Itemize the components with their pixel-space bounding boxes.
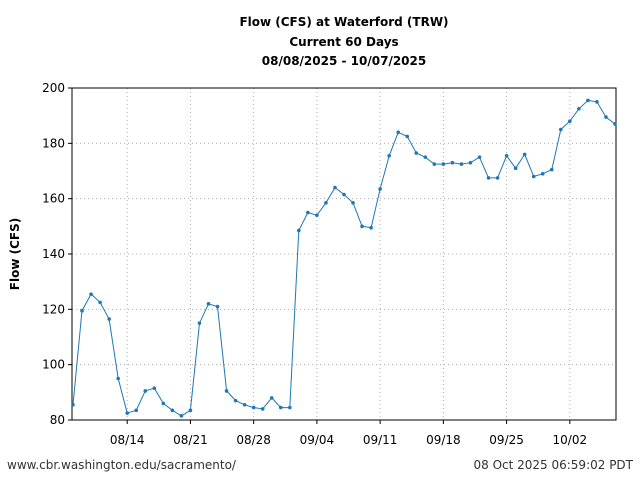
- y-axis: 80 100 120 140 160 180 200: [42, 81, 72, 427]
- data-point: [387, 153, 391, 158]
- y-tick-label: 120: [42, 302, 65, 316]
- y-tick-label: 200: [42, 81, 65, 95]
- data-point: [432, 162, 437, 166]
- data-point: [414, 151, 419, 155]
- data-point: [89, 292, 93, 296]
- data-point: [161, 401, 166, 406]
- x-tick-label: 08/14: [110, 433, 145, 447]
- data-point: [396, 130, 401, 135]
- data-point: [342, 192, 346, 197]
- data-point: [197, 321, 202, 325]
- x-tick-label: 08/21: [173, 433, 208, 447]
- data-point: [134, 408, 139, 413]
- data-point: [80, 308, 84, 313]
- data-point: [278, 405, 283, 410]
- data-point: [224, 389, 229, 393]
- chart-grid: [72, 87, 616, 421]
- x-axis: 08/14 08/21 08/28 09/04 09/11 09/18 09/25 10/02: [110, 420, 587, 447]
- series-flow: [71, 98, 617, 418]
- data-point: [260, 407, 265, 411]
- data-point: [586, 98, 590, 103]
- data-point: [531, 174, 536, 179]
- data-point: [297, 228, 301, 233]
- data-point: [116, 376, 120, 381]
- data-point: [477, 155, 482, 159]
- data-point: [559, 127, 563, 132]
- data-point: [269, 396, 274, 400]
- data-point: [595, 100, 599, 104]
- data-point: [315, 213, 319, 218]
- data-point: [459, 162, 464, 166]
- data-point: [333, 185, 337, 190]
- x-tick-label: 09/25: [489, 433, 524, 447]
- data-point: [568, 119, 572, 123]
- data-point: [152, 386, 157, 390]
- data-point: [441, 162, 446, 166]
- chart-subtitle: Current 60 Days: [289, 35, 399, 49]
- data-point: [71, 402, 75, 407]
- data-point: [324, 201, 328, 205]
- y-tick-label: 80: [50, 413, 65, 427]
- data-point: [504, 153, 509, 158]
- data-point: [351, 201, 355, 205]
- data-point: [98, 300, 102, 305]
- source-url[interactable]: www.cbr.washington.edu/sacramento/: [7, 458, 236, 472]
- data-point: [251, 405, 256, 410]
- data-point: [288, 405, 292, 410]
- data-point: [306, 210, 310, 215]
- x-tick-label: 09/18: [426, 433, 461, 447]
- data-point: [549, 167, 554, 172]
- data-point: [369, 225, 373, 230]
- data-point: [125, 411, 129, 415]
- y-tick-label: 100: [42, 358, 65, 372]
- chart-title: Flow (CFS) at Waterford (TRW): [239, 15, 449, 29]
- data-point: [170, 408, 175, 413]
- data-point: [405, 134, 410, 139]
- data-point: [495, 176, 500, 180]
- data-point: [540, 171, 545, 176]
- y-tick-label: 140: [42, 247, 65, 261]
- x-tick-label: 08/28: [236, 433, 271, 447]
- data-point: [233, 398, 238, 403]
- data-point: [604, 115, 608, 119]
- data-point: [577, 106, 581, 111]
- data-point: [360, 224, 364, 229]
- data-point: [179, 414, 184, 418]
- x-tick-label: 09/04: [300, 433, 335, 447]
- data-point: [215, 304, 220, 309]
- series-line: [72, 99, 616, 417]
- timestamp: 08 Oct 2025 06:59:02 PDT: [473, 458, 633, 472]
- data-point: [143, 389, 148, 393]
- data-point: [522, 152, 527, 157]
- data-point: [423, 155, 428, 159]
- data-point: [206, 302, 211, 306]
- x-tick-label: 10/02: [553, 433, 588, 447]
- y-axis-label: Flow (CFS): [8, 218, 22, 290]
- data-point: [450, 160, 455, 165]
- data-point: [378, 187, 382, 191]
- data-point: [486, 176, 491, 180]
- data-point: [242, 402, 247, 407]
- data-point: [613, 122, 617, 126]
- data-point: [513, 166, 518, 171]
- data-point: [468, 160, 473, 165]
- y-tick-label: 180: [42, 136, 65, 150]
- data-point: [107, 317, 111, 321]
- y-tick-label: 160: [42, 192, 65, 206]
- data-point: [188, 408, 193, 413]
- x-tick-label: 09/11: [363, 433, 398, 447]
- chart-date-range: 08/08/2025 - 10/07/2025: [261, 54, 427, 68]
